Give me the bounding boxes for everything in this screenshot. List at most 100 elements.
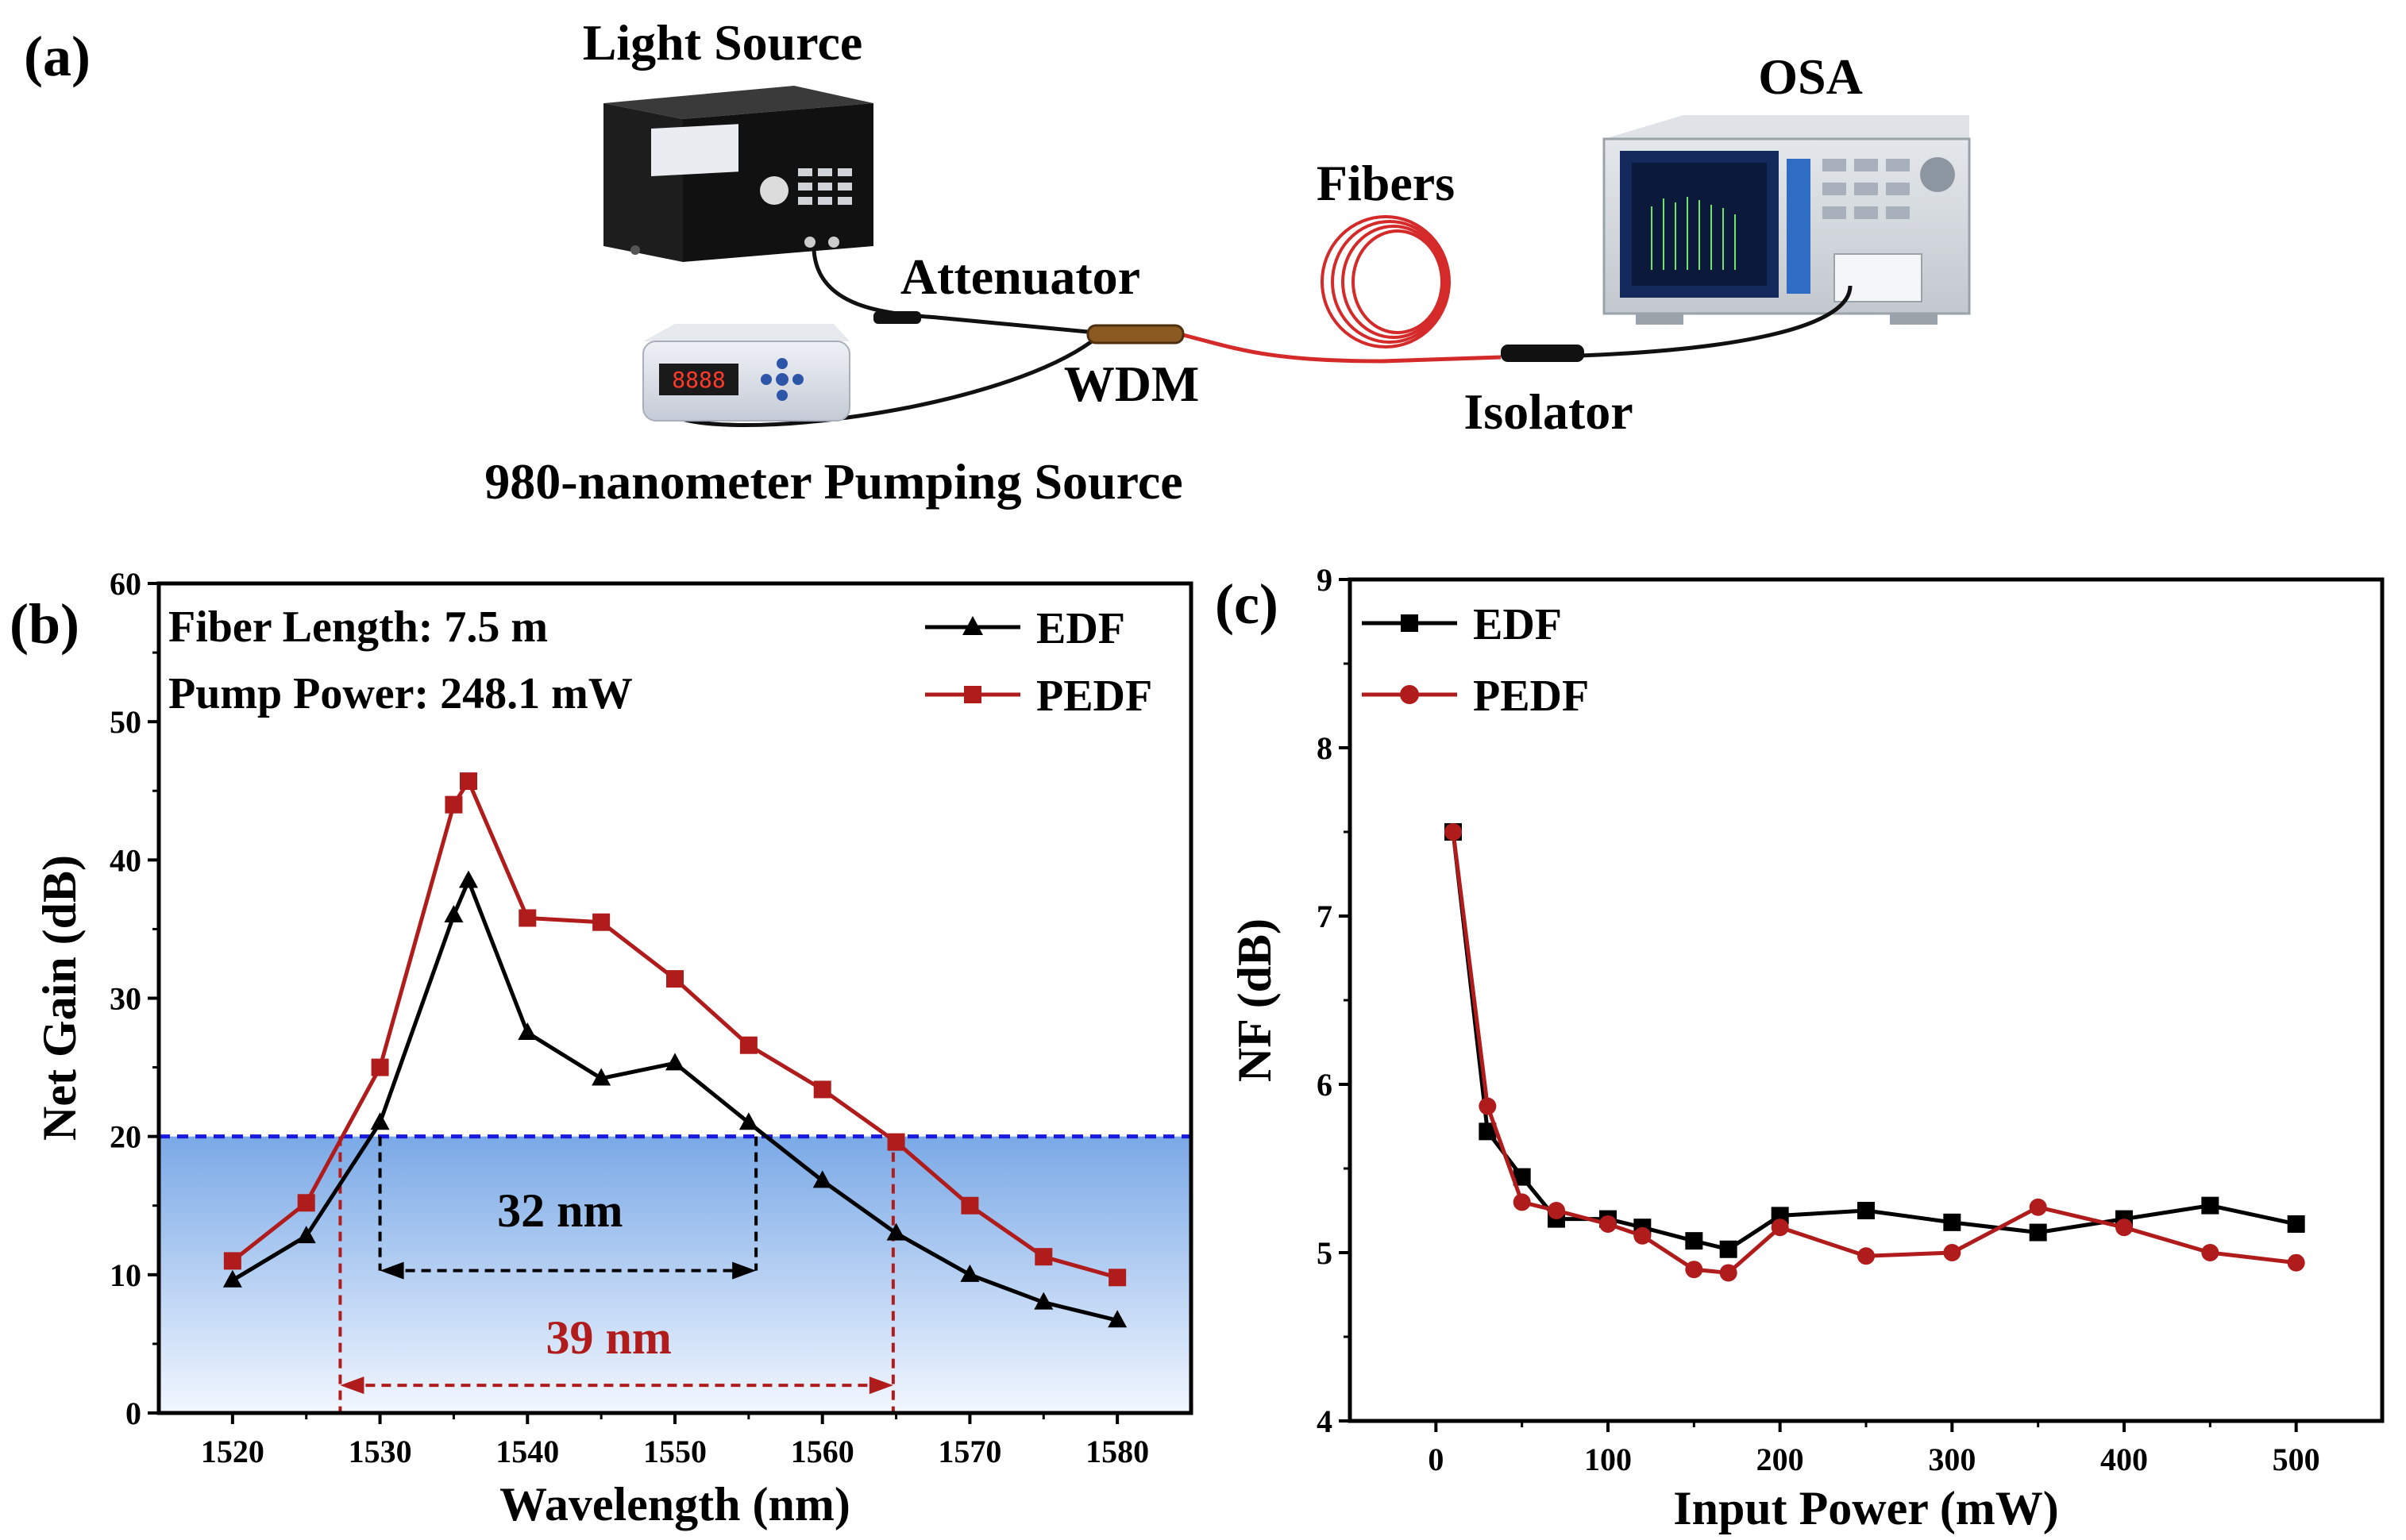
- series-pedf-point: [1685, 1261, 1703, 1279]
- x-tick-label: 1530: [349, 1434, 412, 1469]
- series-pedf-point: [1479, 1097, 1497, 1115]
- legend-pedf-marker: [964, 686, 981, 703]
- x-tick-label: 1550: [643, 1434, 707, 1469]
- series-pedf-point: [2287, 1253, 2305, 1272]
- series-edf-point: [296, 1226, 316, 1244]
- fibers-label: Fibers: [1317, 155, 1455, 211]
- series-edf-point: [2201, 1196, 2219, 1215]
- series-pedf-point: [1548, 1202, 1565, 1219]
- y-tick-label: 40: [110, 842, 141, 878]
- series-edf-point: [1719, 1240, 1737, 1258]
- wdm-device: [1086, 324, 1185, 345]
- series-edf-point: [222, 1269, 242, 1288]
- cables: [665, 249, 1853, 427]
- light-source-label: Light Source: [583, 14, 863, 71]
- x-tick-label: 1560: [791, 1434, 854, 1469]
- series-edf-point: [592, 1068, 611, 1086]
- y-tick-label: 7: [1317, 899, 1332, 934]
- x-tick-label: 1580: [1085, 1434, 1149, 1469]
- y-tick-label: 30: [110, 981, 141, 1017]
- legend-c-edf-marker: [1401, 614, 1418, 632]
- x-tick-label: 1570: [938, 1434, 1001, 1469]
- legend-c-edf-label: EDF: [1473, 600, 1562, 649]
- attenuator-device: [873, 311, 921, 324]
- series-pedf-point: [1513, 1193, 1531, 1211]
- bandwidth-edf-label: 32 nm: [497, 1184, 623, 1237]
- chart-b-ylabel: Net Gain (dB): [33, 855, 86, 1141]
- series-edf-point: [886, 1222, 906, 1241]
- chart-c-xlabel: Input Power (mW): [1673, 1482, 2059, 1534]
- x-tick-label: 0: [1428, 1442, 1444, 1477]
- series-pedf-point: [460, 772, 477, 791]
- series-pedf-point: [371, 1058, 389, 1076]
- series-edf-point: [518, 1022, 538, 1041]
- series-edf-point: [665, 1053, 684, 1071]
- x-tick-label: 1540: [495, 1434, 559, 1469]
- chart-b-series: [222, 772, 1128, 1328]
- series-pedf-point: [2115, 1219, 2133, 1237]
- bw-pedf-arrowhead-left: [340, 1376, 364, 1395]
- panel-c-label: (c): [1215, 572, 1278, 636]
- panel-b-chart: (b) 1520 1530 1540 1550 1560 1570 1580 0 10 20 30 4…: [10, 566, 1193, 1530]
- x-tick-label: 1520: [201, 1434, 264, 1469]
- pump-source-device: 8888: [642, 324, 850, 422]
- wdm-label: WDM: [1064, 356, 1200, 412]
- series-edf-point: [812, 1170, 832, 1188]
- series-pedf-point: [592, 913, 611, 931]
- series-edf-point: [1943, 1213, 1961, 1231]
- series-edf-point: [1479, 1122, 1497, 1141]
- y-tick-label: 20: [110, 1119, 141, 1155]
- x-tick-label: 400: [2100, 1442, 2148, 1477]
- attenuator-label: Attenuator: [900, 248, 1140, 305]
- bw-edf-arrowhead-left: [380, 1261, 404, 1280]
- series-edf-line: [1451, 831, 2297, 1252]
- legend-edf-marker: [962, 616, 983, 635]
- pump-power-annotation: Pump Power: 248.1 mW: [168, 669, 633, 718]
- x-tick-label: 200: [1756, 1442, 1804, 1477]
- chart-b-legend: EDF PEDF: [925, 604, 1152, 721]
- panel-c-chart: (c) 0 100 200 300 400 500 4 5 6 7 8 9 Input Power (…: [1215, 562, 2385, 1534]
- series-pedf-point: [1035, 1248, 1053, 1266]
- series-pedf-point: [2029, 1198, 2047, 1216]
- fiber-length-annotation: Fiber Length: 7.5 m: [168, 603, 548, 652]
- panel-b-label: (b): [10, 592, 79, 656]
- series-pedf-point: [739, 1036, 758, 1054]
- series-pedf-point: [445, 795, 463, 814]
- x-tick-label: 500: [2273, 1442, 2320, 1477]
- y-tick-label: 60: [110, 566, 141, 602]
- series-pedf-point: [1857, 1247, 1875, 1265]
- chart-c-legend: EDF PEDF: [1362, 600, 1589, 721]
- series-pedf-point: [1633, 1226, 1652, 1245]
- panel-a-label: (a): [24, 25, 91, 88]
- series-edf-point: [2029, 1223, 2047, 1242]
- y-tick-label: 5: [1317, 1235, 1332, 1271]
- legend-edf-label: EDF: [1036, 604, 1125, 653]
- threshold-shaded-region: [159, 1136, 1191, 1413]
- series-pedf-point: [887, 1133, 905, 1151]
- bw-pedf-arrowhead-right: [869, 1376, 893, 1395]
- y-tick-label: 9: [1317, 562, 1332, 598]
- osa-device: [1602, 115, 1971, 325]
- series-edf-point: [1108, 1310, 1128, 1328]
- osa-label: OSA: [1758, 48, 1863, 105]
- series-edf-point: [1685, 1232, 1703, 1250]
- series-edf-point: [1034, 1292, 1054, 1310]
- series-pedf-point: [519, 909, 537, 927]
- series-edf-point: [444, 905, 464, 922]
- series-pedf-point: [1771, 1219, 1789, 1237]
- y-tick-label: 10: [110, 1257, 141, 1293]
- series-edf-point: [738, 1112, 758, 1130]
- series-pedf-point: [961, 1196, 979, 1215]
- series-edf-point: [960, 1264, 980, 1282]
- series-edf-point: [1857, 1202, 1875, 1219]
- series-pedf-point: [1943, 1244, 1961, 1261]
- chart-c-ylabel: NF (dB): [1228, 918, 1281, 1082]
- light-source-device: [603, 86, 873, 262]
- series-edf-point: [1513, 1168, 1531, 1186]
- series-edf-point: [459, 870, 478, 888]
- fiber-coil: [1321, 215, 1451, 348]
- legend-pedf-label: PEDF: [1036, 672, 1152, 721]
- series-pedf-point: [1599, 1215, 1617, 1233]
- chart-b-axes: 1520 1530 1540 1550 1560 1570 1580 0 10 20 30 40 50 6…: [110, 566, 1149, 1469]
